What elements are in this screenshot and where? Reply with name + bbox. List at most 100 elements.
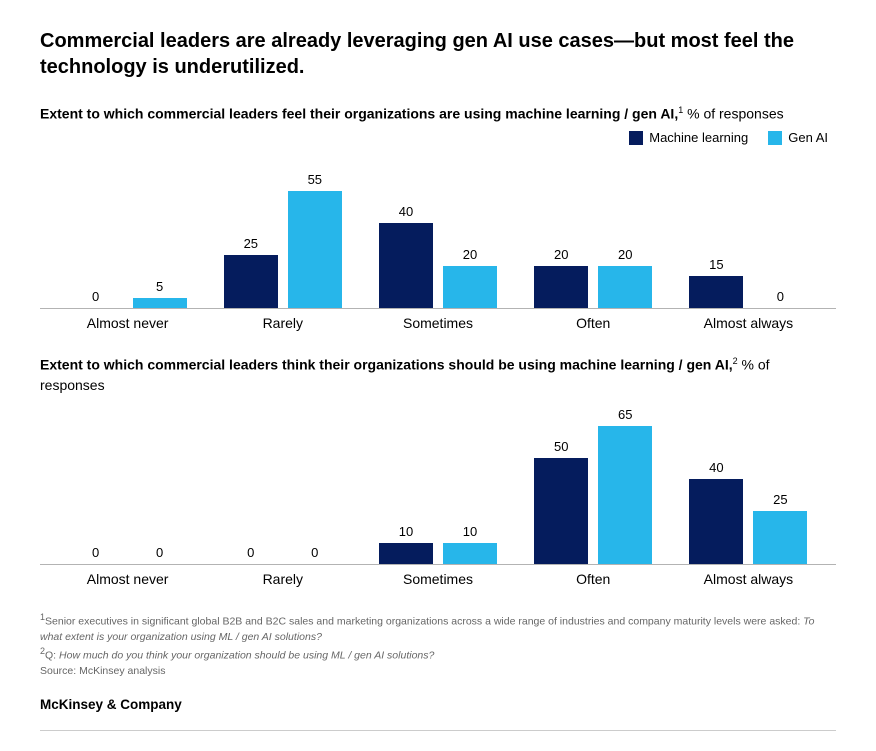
footnote-1: 1Senior executives in significant global… <box>40 611 836 645</box>
bar <box>598 266 652 308</box>
bar-value-label: 20 <box>463 247 477 262</box>
footnote-1-text: Senior executives in significant global … <box>45 616 803 628</box>
bar-wrap: 0 <box>753 149 807 308</box>
legend-swatch-genai <box>768 131 782 145</box>
bar-wrap: 15 <box>689 149 743 308</box>
bar-group: 25 55 <box>205 149 360 308</box>
headline: Commercial leaders are already leveragin… <box>40 28 836 80</box>
legend-swatch-ml <box>629 131 643 145</box>
bar-value-label: 20 <box>618 247 632 262</box>
chart1-plot: 05255540202020150 <box>40 149 836 309</box>
legend-item-genai: Gen AI <box>768 130 828 145</box>
bar-group: 00 <box>50 405 205 564</box>
bar-value-label: 0 <box>156 545 163 560</box>
bar-value-label: 0 <box>92 545 99 560</box>
category-label: Almost never <box>50 571 205 587</box>
bar-value-label: 0 <box>777 289 784 304</box>
category-label: Often <box>516 315 671 331</box>
bar <box>379 223 433 308</box>
bar-wrap: 50 <box>534 405 588 564</box>
category-label: Often <box>516 571 671 587</box>
bar-wrap: 0 <box>224 405 278 564</box>
bar-group: 05 <box>50 149 205 308</box>
bar <box>534 458 588 564</box>
bar <box>753 511 807 564</box>
chart2-subtitle: Extent to which commercial leaders think… <box>40 355 836 395</box>
bar-value-label: 50 <box>554 439 568 454</box>
category-label: Almost always <box>671 315 826 331</box>
bar <box>443 266 497 308</box>
bar-value-label: 40 <box>709 460 723 475</box>
bar-value-label: 0 <box>92 289 99 304</box>
bar <box>689 479 743 564</box>
bar-wrap: 65 <box>598 405 652 564</box>
bar-value-label: 5 <box>156 279 163 294</box>
bar-wrap: 10 <box>443 405 497 564</box>
bar <box>133 298 187 309</box>
bar-value-label: 20 <box>554 247 568 262</box>
bar-group: 00 <box>205 405 360 564</box>
legend-item-ml: Machine learning <box>629 130 748 145</box>
bar-group: 15 0 <box>671 149 826 308</box>
bar-wrap: 5 <box>133 149 187 308</box>
chart2-plot: 0000101050654025 <box>40 405 836 565</box>
chart2-xaxis: Almost neverRarelySometimesOftenAlmost a… <box>40 565 836 587</box>
bar-wrap: 0 <box>69 405 123 564</box>
divider <box>40 730 836 731</box>
footnote-2-text: Q: <box>45 650 59 662</box>
bar-value-label: 65 <box>618 407 632 422</box>
category-label: Almost never <box>50 315 205 331</box>
footnote-2-q: How much do you think your organization … <box>59 650 434 662</box>
bar <box>598 426 652 564</box>
bar-wrap: 20 <box>598 149 652 308</box>
footnote-source: Source: McKinsey analysis <box>40 664 836 679</box>
bar-wrap: 20 <box>443 149 497 308</box>
bar-group: 40 25 <box>671 405 826 564</box>
footnotes: 1Senior executives in significant global… <box>40 611 836 679</box>
legend-label-ml: Machine learning <box>649 130 748 145</box>
bar-group: 10 10 <box>360 405 515 564</box>
bar-wrap: 10 <box>379 405 433 564</box>
bar-value-label: 25 <box>773 492 787 507</box>
bar-group: 2020 <box>516 149 671 308</box>
bar-value-label: 55 <box>308 172 322 187</box>
legend-label-genai: Gen AI <box>788 130 828 145</box>
bar-wrap: 25 <box>224 149 278 308</box>
bar-value-label: 0 <box>311 545 318 560</box>
category-label: Sometimes <box>360 315 515 331</box>
bar-wrap: 0 <box>133 405 187 564</box>
bar-wrap: 0 <box>288 405 342 564</box>
chart1-subtitle-bold: Extent to which commercial leaders feel … <box>40 106 678 122</box>
bar-group: 50 65 <box>516 405 671 564</box>
bar-wrap: 40 <box>689 405 743 564</box>
bar-wrap: 55 <box>288 149 342 308</box>
category-label: Rarely <box>205 571 360 587</box>
legend: Machine learning Gen AI <box>40 130 836 145</box>
bar-value-label: 15 <box>709 257 723 272</box>
bar-group: 40 20 <box>360 149 515 308</box>
bar <box>689 276 743 308</box>
bar-value-label: 40 <box>399 204 413 219</box>
chart2-subtitle-bold: Extent to which commercial leaders think… <box>40 357 733 373</box>
bar <box>443 543 497 564</box>
bar <box>288 191 342 308</box>
bar <box>224 255 278 308</box>
chart1-xaxis: Almost neverRarelySometimesOftenAlmost a… <box>40 309 836 331</box>
chart1-subtitle-tail: % of responses <box>687 106 784 122</box>
bar-value-label: 10 <box>463 524 477 539</box>
category-label: Almost always <box>671 571 826 587</box>
bar-wrap: 0 <box>69 149 123 308</box>
category-label: Rarely <box>205 315 360 331</box>
bar-value-label: 25 <box>244 236 258 251</box>
chart1-sup: 1 <box>678 105 683 115</box>
bar-wrap: 20 <box>534 149 588 308</box>
bar-value-label: 10 <box>399 524 413 539</box>
bar-wrap: 40 <box>379 149 433 308</box>
bar-wrap: 25 <box>753 405 807 564</box>
bar <box>379 543 433 564</box>
footnote-2: 2Q: How much do you think your organizat… <box>40 645 836 664</box>
bar <box>534 266 588 308</box>
bar-value-label: 0 <box>247 545 254 560</box>
category-label: Sometimes <box>360 571 515 587</box>
chart1-subtitle: Extent to which commercial leaders feel … <box>40 104 836 124</box>
